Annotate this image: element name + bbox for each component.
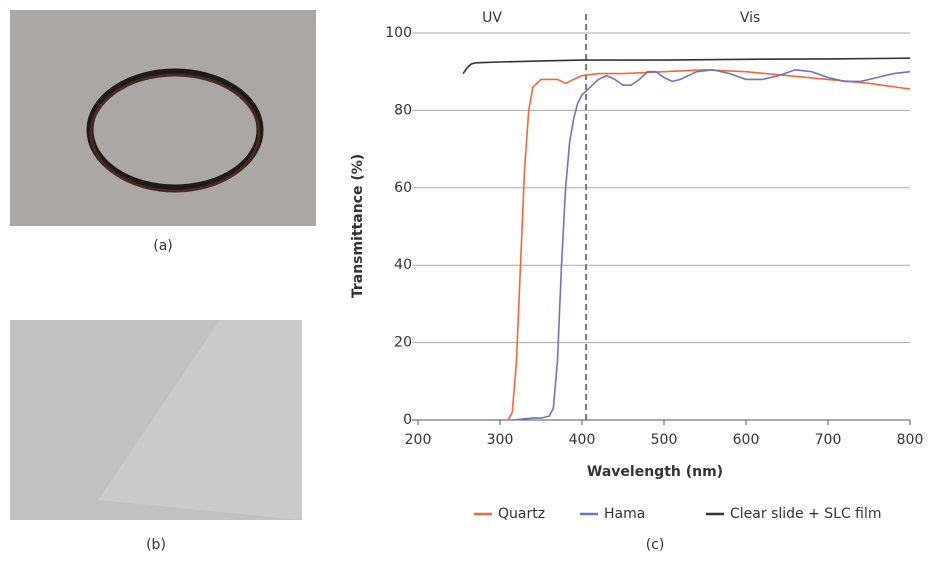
film-sheet bbox=[98, 320, 302, 520]
x-tick-label: 200 bbox=[405, 432, 432, 448]
series-line bbox=[462, 57, 911, 75]
y-tick-label: 20 bbox=[394, 335, 412, 351]
y-tick-label: 60 bbox=[394, 180, 412, 196]
series-line bbox=[507, 68, 911, 421]
region-label: Vis bbox=[740, 10, 760, 26]
x-tick-label: 600 bbox=[733, 432, 760, 448]
region-label: UV bbox=[482, 10, 502, 26]
filter-ring-edge bbox=[89, 73, 261, 193]
legend-label: Quartz bbox=[498, 506, 545, 522]
x-tick-label: 700 bbox=[815, 432, 842, 448]
photo-a bbox=[10, 10, 316, 226]
y-tick-label: 80 bbox=[394, 102, 412, 118]
series-line bbox=[512, 68, 911, 421]
legend-label: Clear slide + SLC film bbox=[730, 506, 882, 522]
x-tick-label: 500 bbox=[651, 432, 678, 448]
y-tick-label: 40 bbox=[394, 257, 412, 273]
caption: (b) bbox=[146, 537, 166, 553]
x-tick-label: 800 bbox=[897, 432, 924, 448]
y-tick-label: 0 bbox=[403, 412, 412, 428]
x-tick-label: 300 bbox=[487, 432, 514, 448]
x-axis-label: Wavelength (nm) bbox=[587, 464, 723, 480]
caption: (a) bbox=[153, 238, 173, 254]
y-axis-label: Transmittance (%) bbox=[350, 154, 366, 298]
y-tick-label: 100 bbox=[385, 25, 412, 41]
caption: (c) bbox=[646, 537, 665, 553]
x-tick-label: 400 bbox=[569, 432, 596, 448]
legend-label: Hama bbox=[604, 506, 645, 522]
